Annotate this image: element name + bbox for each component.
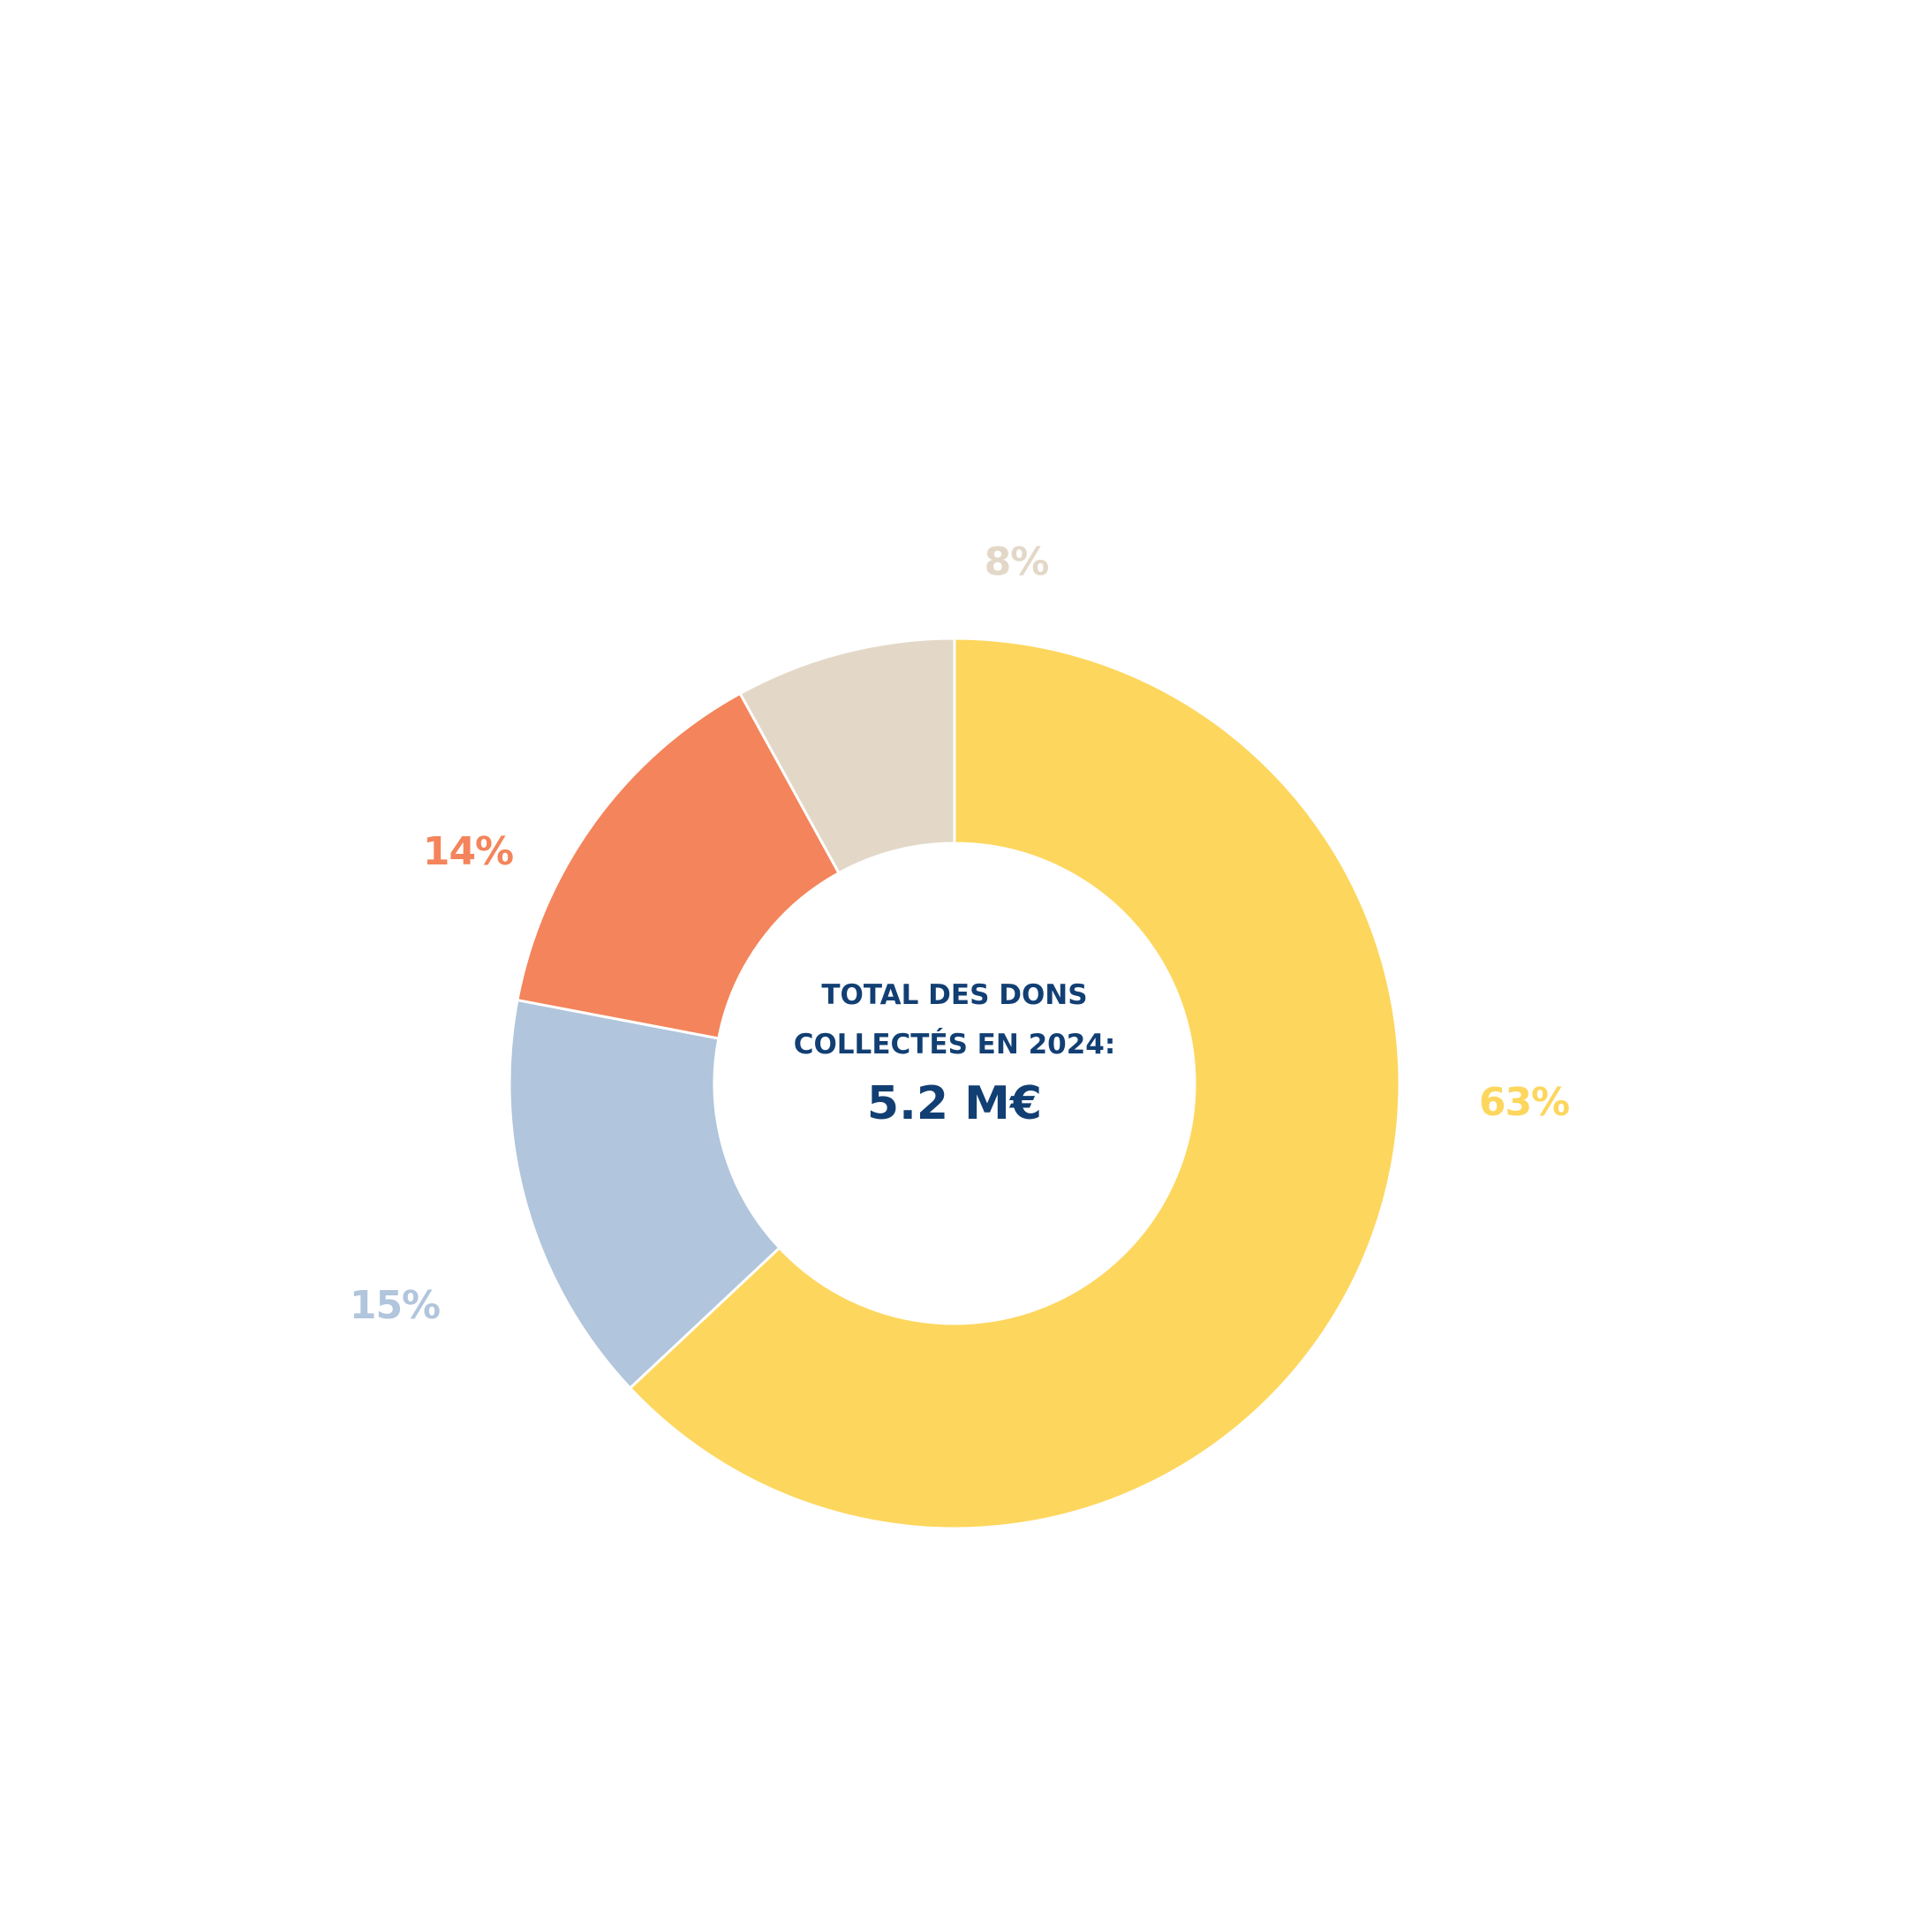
slice-label-14: 14% [423,829,513,874]
donut-slice-63 [628,637,1401,1530]
slice-label-8: 8% [985,540,1049,585]
center-label-group: TOTAL DES DONS COLLECTÉS EN 2024: 5.2 M€ [794,979,1116,1130]
label-layer: 63% 15% 14% 8% [350,540,1570,1328]
donut-slice-8 [738,637,956,875]
slice-label-15: 15% [350,1283,440,1328]
center-title-line-1: TOTAL DES DONS [821,979,1087,1011]
slice-label-63: 63% [1479,1080,1569,1125]
center-total-value: 5.2 M€ [867,1077,1042,1130]
donut-slice-15 [508,998,781,1391]
center-title-line-2: COLLECTÉS EN 2024: [794,1029,1116,1060]
donut-slice-14 [516,691,841,1040]
slice-layer [508,637,1401,1530]
